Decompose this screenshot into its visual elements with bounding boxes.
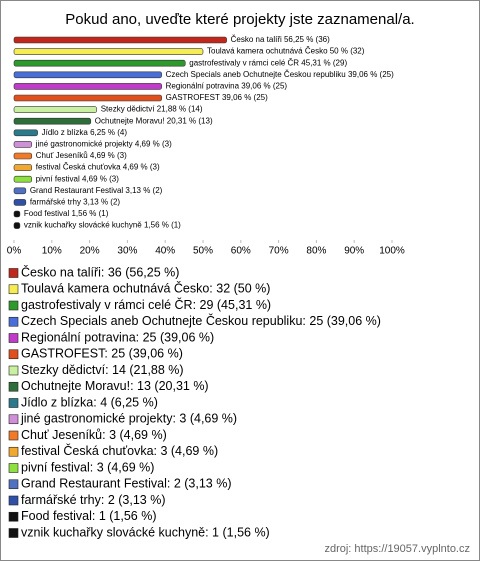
bar: [13, 210, 21, 218]
legend-swatch: [8, 511, 19, 522]
bar-label: GASTROFEST 39,06 % (25): [166, 93, 268, 102]
bar: [13, 117, 92, 125]
x-tick-label: 30%: [117, 246, 137, 257]
legend-swatch: [8, 365, 19, 376]
bar: [13, 187, 27, 195]
legend-label: Regionální potravina: 25 (39,06 %): [21, 330, 214, 344]
x-tick-label: 10%: [42, 246, 62, 257]
legend-label: Stezky dědictví: 14 (21,88 %): [21, 363, 184, 377]
bar-label: pivní festival 4,69 % (3): [36, 174, 119, 183]
bar: [13, 59, 186, 67]
bar-label: gastrofestivaly v rámci celé ČR 45,31 % …: [189, 58, 347, 67]
bar-label: farmářské trhy 3,13 % (2): [30, 198, 121, 207]
bar: [13, 106, 98, 113]
legend-swatch: [8, 414, 19, 425]
bar: [13, 129, 38, 137]
legend-label: festival Česká chuťovka: 3 (4,69 %): [21, 443, 218, 458]
bar: [13, 83, 162, 90]
bar: [13, 164, 33, 171]
legend-label: Czech Specials aneb Ochutnejte Českou re…: [21, 313, 381, 328]
legend-label: Grand Restaurant Festival: 2 (3,13 %): [21, 477, 232, 491]
legend-swatch: [8, 479, 19, 490]
bar-label: festival Česká chuťovka 4,69 % (3): [36, 163, 160, 172]
legend-label: jiné gastronomické projekty: 3 (4,69 %): [20, 412, 237, 426]
bar-label: Food festival 1,56 % (1): [24, 209, 109, 218]
x-tick-label: 90%: [344, 246, 364, 257]
x-tick-label: 100%: [379, 246, 405, 257]
legend-swatch: [8, 284, 19, 295]
x-tick-label: 20%: [80, 246, 100, 257]
bar-label: vznik kuchařky slovácké kuchyně 1,56 % (…: [24, 221, 181, 230]
x-tick-label: 80%: [306, 246, 326, 257]
x-tick-label: 0%: [7, 246, 22, 257]
legend-swatch: [8, 316, 19, 327]
legend-swatch: [8, 268, 19, 278]
legend-label: farmářské trhy: 2 (3,13 %): [21, 493, 166, 507]
legend-swatch: [8, 398, 19, 408]
legend-swatch: [8, 463, 19, 473]
legend-label: pivní festival: 3 (4,69 %): [21, 460, 154, 474]
bar: [13, 152, 33, 160]
bar-label: Czech Specials aneb Ochutnejte Českou re…: [166, 70, 394, 79]
x-tick-label: 70%: [269, 246, 289, 257]
legend-label: GASTROFEST: 25 (39,06 %): [21, 347, 183, 361]
legend-swatch: [8, 495, 19, 506]
bar-label: Česko na talíři 56,25 % (36): [231, 35, 330, 44]
bar: [13, 48, 204, 55]
source: zdroj: https://19057.vyplnto.cz: [324, 543, 470, 555]
legend-label: Jídlo z blízka: 4 (6,25 %): [21, 395, 158, 409]
bar: [13, 222, 21, 229]
legend-label: Toulavá kamera ochutnává Česko: 32 (50 %…: [21, 281, 270, 296]
legend-swatch: [8, 381, 19, 392]
legend-label: Ochutnejte Moravu!: 13 (20,31 %): [21, 379, 209, 393]
legend-swatch: [8, 528, 19, 538]
legend-swatch: [8, 446, 19, 457]
bar: [13, 71, 162, 79]
bar-label: Stezky dědictví 21,88 % (14): [101, 105, 203, 114]
bar: [13, 141, 33, 148]
bar-label: Chuť Jeseníků 4,69 % (3): [36, 151, 127, 160]
legend-swatch: [8, 430, 19, 441]
legend-swatch: [8, 333, 19, 343]
bar-label: Regionální potravina 39,06 % (25): [166, 82, 288, 91]
bar-label: Grand Restaurant Festival 3,13 % (2): [30, 186, 163, 195]
bar-label: Toulavá kamera ochutnává Česko 50 % (32): [207, 47, 365, 56]
legend-label: vznik kuchařky slovácké kuchyně: 1 (1,56…: [21, 525, 270, 539]
legend-swatch: [8, 349, 19, 360]
x-tick-label: 40%: [155, 246, 175, 257]
bar: [13, 199, 27, 206]
bar: [13, 94, 162, 102]
x-tick-label: 50%: [193, 246, 213, 257]
bar: [13, 36, 227, 44]
chart-title: Pokud ano, uveďte které projekty jste za…: [65, 11, 414, 28]
x-tick-label: 60%: [231, 246, 251, 257]
legend-label: gastrofestivaly v rámci celé ČR: 29 (45,…: [21, 297, 271, 312]
legend-label: Česko na talíři: 36 (56,25 %): [21, 264, 179, 279]
bar-label: jiné gastronomické projekty 4,69 % (3): [35, 140, 172, 149]
bar-label: Ochutnejte Moravu! 20,31 % (13): [95, 116, 213, 125]
legend-label: Chuť Jeseníků: 3 (4,69 %): [21, 428, 167, 442]
legend-swatch: [8, 300, 19, 311]
bar: [13, 175, 33, 183]
bar-label: Jídlo z blízka 6,25 % (4): [42, 128, 128, 137]
legend-label: Food festival: 1 (1,56 %): [21, 509, 156, 523]
